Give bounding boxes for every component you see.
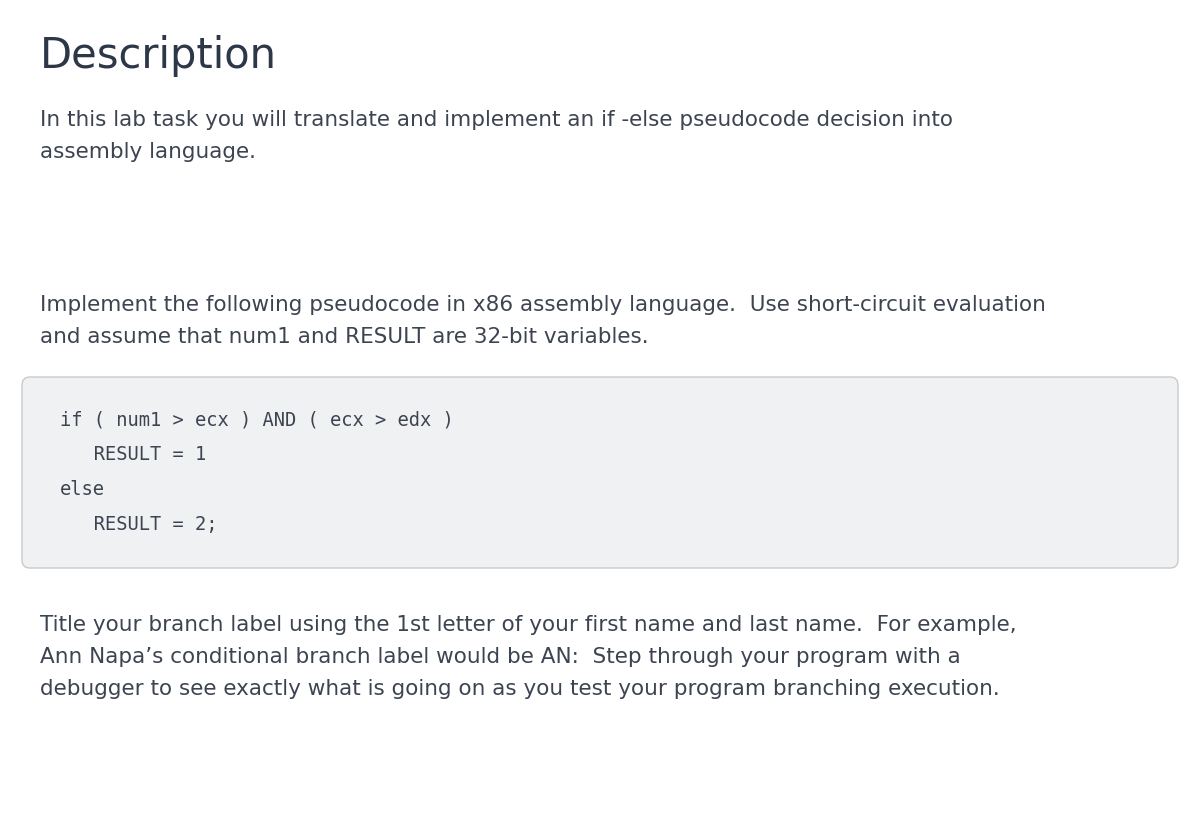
Text: In this lab task you will translate and implement an if -else pseudocode decisio: In this lab task you will translate and … [40,110,953,162]
Text: RESULT = 2;: RESULT = 2; [60,515,217,534]
Text: if ( num1 > ecx ) AND ( ecx > edx ): if ( num1 > ecx ) AND ( ecx > edx ) [60,410,454,429]
Text: Title your branch label using the 1st letter of your first name and last name.  : Title your branch label using the 1st le… [40,615,1016,699]
Text: else: else [60,480,106,499]
FancyBboxPatch shape [22,377,1178,568]
Text: Description: Description [40,35,277,77]
Text: RESULT = 1: RESULT = 1 [60,445,206,464]
Text: Implement the following pseudocode in x86 assembly language.  Use short-circuit : Implement the following pseudocode in x8… [40,295,1046,347]
